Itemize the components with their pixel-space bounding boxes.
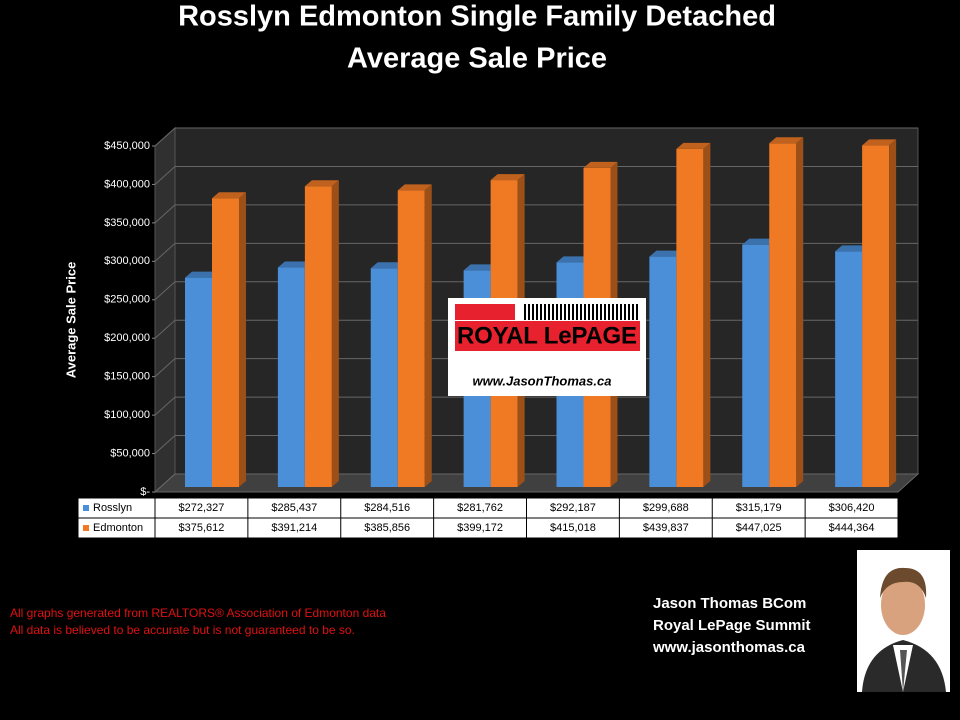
logo-stripes — [522, 304, 640, 320]
y-tick-label: $100,000 — [104, 409, 150, 421]
data-label: $306,420 — [829, 502, 875, 514]
chart-title: Rosslyn Edmonton Single Family Detached — [178, 1, 776, 33]
data-label: $447,025 — [736, 522, 782, 534]
grid-line — [154, 127, 918, 147]
bar-top — [649, 250, 684, 257]
bar-top — [212, 192, 246, 199]
data-label: $315,179 — [736, 502, 782, 514]
logo-brand: ROYAL LePAGE — [457, 322, 637, 349]
legend-swatch — [83, 525, 89, 531]
logo-bar — [455, 304, 515, 320]
footnote: All data is believed to be accurate but … — [10, 623, 355, 637]
photo-tie — [900, 650, 907, 692]
bar-top — [370, 262, 405, 269]
bar-front — [397, 190, 425, 487]
bar-top — [835, 245, 870, 252]
data-table: Rosslyn $272,327 $285,437 $284,516 $281,762 $… — [77, 497, 899, 539]
bar-top — [769, 137, 804, 144]
bar-side — [239, 192, 246, 487]
data-label: $399,172 — [457, 522, 503, 534]
data-label: $375,612 — [178, 522, 224, 534]
data-label: $415,018 — [550, 522, 596, 534]
bar-front — [862, 145, 890, 488]
bar — [862, 139, 897, 488]
data-label: $299,688 — [643, 502, 689, 514]
logo-url: www.JasonThomas.ca — [473, 373, 612, 388]
footnote: All graphs generated from REALTORS® Asso… — [10, 606, 386, 620]
grid-line — [154, 165, 918, 185]
bar — [370, 262, 405, 487]
bar-top — [277, 261, 312, 268]
bar-top — [742, 238, 777, 245]
logo-banner — [455, 321, 640, 351]
legend-label: Edmonton — [93, 522, 143, 534]
bar — [212, 192, 246, 487]
y-tick-label: $450,000 — [104, 140, 150, 152]
bar-front — [185, 277, 212, 487]
legend-swatch — [83, 505, 89, 511]
grid-line — [154, 204, 918, 224]
y-tick-label: $- — [140, 486, 150, 498]
bar-front — [370, 268, 398, 487]
data-label: $292,187 — [550, 502, 596, 514]
y-tick-label: $250,000 — [104, 294, 150, 306]
photo — [857, 550, 950, 692]
bar-top — [397, 184, 432, 191]
bar-top — [676, 142, 711, 149]
bar-front — [769, 143, 797, 487]
y-tick-label: $200,000 — [104, 332, 150, 344]
data-label: $439,837 — [643, 522, 689, 534]
bar-top — [583, 161, 618, 168]
signature: www.jasonthomas.ca — [652, 639, 806, 656]
data-label: $385,856 — [364, 522, 410, 534]
bar — [769, 137, 804, 487]
floor — [153, 473, 920, 493]
y-tick-label: $150,000 — [104, 371, 150, 383]
bar-top — [862, 139, 897, 146]
y-tick-label: $50,000 — [110, 447, 150, 459]
logo: ROYAL LePAGE www.JasonThomas.ca — [448, 298, 646, 396]
bar-front — [742, 244, 770, 487]
signature: Jason Thomas BCom — [653, 595, 806, 612]
y-tick-label: $300,000 — [104, 255, 150, 267]
bar-front — [212, 198, 239, 487]
bar-top — [490, 174, 525, 181]
bar-side — [703, 142, 711, 488]
bar-front — [277, 267, 305, 487]
photo-face — [881, 575, 925, 635]
side-wall — [154, 126, 176, 494]
data-label: $284,516 — [364, 502, 410, 514]
bar — [397, 184, 432, 487]
bar-front — [304, 186, 332, 488]
bar-front — [649, 256, 677, 487]
grid-line — [154, 242, 918, 262]
photo-hair — [880, 567, 927, 598]
bar — [676, 142, 711, 488]
legend-label: Rosslyn — [93, 502, 132, 514]
y-tick-label: $350,000 — [104, 217, 150, 229]
bar-top — [185, 271, 219, 278]
bar-side — [889, 139, 897, 488]
data-label: $444,364 — [829, 522, 875, 534]
bar-front — [835, 251, 863, 487]
signature: Royal LePage Summit — [653, 617, 811, 634]
bar-side — [796, 137, 804, 487]
bar-top — [463, 264, 498, 271]
data-label: $281,762 — [457, 502, 503, 514]
bar-top — [556, 256, 591, 263]
data-label: $272,327 — [178, 502, 224, 514]
bar-front — [676, 148, 704, 488]
bar-side — [424, 184, 432, 487]
chart-title: Average Sale Price — [347, 43, 607, 75]
data-label: $285,437 — [271, 502, 317, 514]
y-axis-label: Average Sale Price — [63, 262, 78, 379]
y-tick-label: $400,000 — [104, 178, 150, 190]
bar — [304, 180, 339, 488]
data-label: $391,214 — [271, 522, 317, 534]
bar-side — [331, 180, 339, 488]
bar-top — [304, 180, 339, 187]
